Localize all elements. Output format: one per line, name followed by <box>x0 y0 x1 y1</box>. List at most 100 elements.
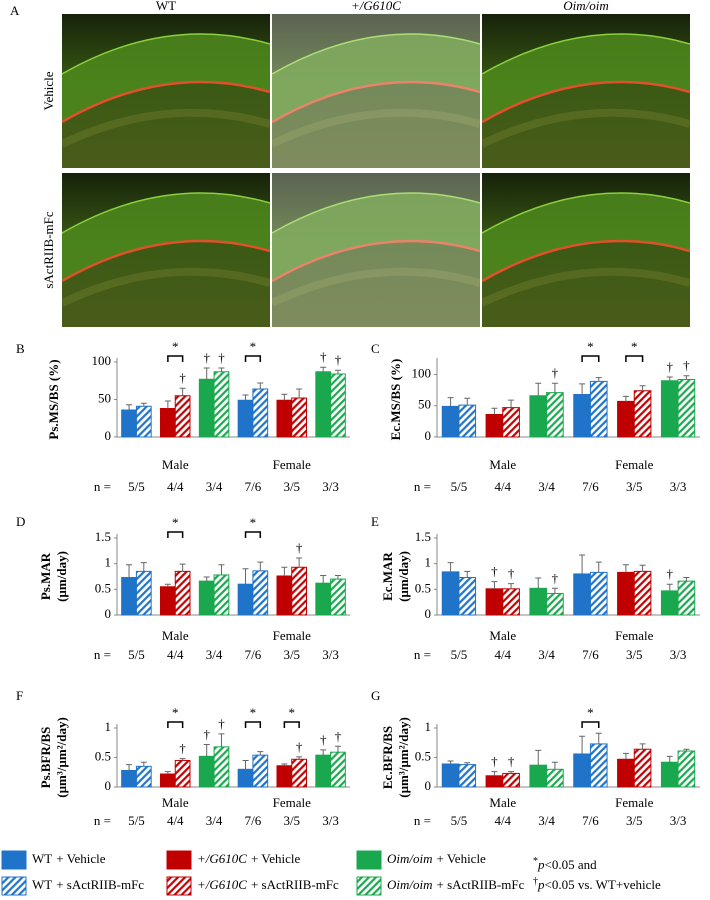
legend-genotype: WT <box>32 877 52 892</box>
dagger: † <box>491 754 498 769</box>
error-bar <box>551 587 558 594</box>
dagger: † <box>552 570 559 585</box>
error-bar <box>257 382 264 389</box>
y-tick-label: 0.5 <box>415 580 431 595</box>
n-prefix: n = <box>94 813 111 828</box>
legend-treatment: + sActRIIB-mFc <box>437 877 525 892</box>
error-bar <box>535 749 542 766</box>
error-bar <box>666 583 673 591</box>
dagger: † <box>179 741 186 756</box>
significance-star: * <box>172 339 179 354</box>
dagger: † <box>491 564 498 579</box>
bar <box>485 775 504 788</box>
error-bar <box>464 762 471 765</box>
y-tick-label: 1 <box>105 719 112 734</box>
panel-label: F <box>16 688 23 703</box>
micrographs <box>62 14 690 327</box>
error-bar <box>334 745 341 753</box>
bar <box>660 761 679 788</box>
n-label: 3/3 <box>670 479 687 494</box>
bar <box>252 570 269 616</box>
error-bar <box>218 733 225 747</box>
error-bar <box>218 564 225 575</box>
bar <box>213 574 230 616</box>
n-label: 7/6 <box>582 813 599 828</box>
y-axis-label: Ec.BFR/BS <box>380 726 395 789</box>
error-bar <box>639 564 646 572</box>
bar <box>529 764 548 788</box>
error-bar <box>639 385 646 391</box>
error-bar <box>579 735 586 754</box>
footnote-mark: † <box>533 876 538 887</box>
bar <box>458 764 477 788</box>
error-bar <box>447 760 454 764</box>
legend-treatment: + Vehicle <box>251 851 301 866</box>
n-label: 4/4 <box>494 479 511 494</box>
footnote-mark: * <box>533 856 538 867</box>
legend-label: WT + Vehicle <box>32 851 106 866</box>
bar <box>546 392 564 438</box>
n-label: 3/3 <box>670 813 687 828</box>
error-bar <box>257 561 264 571</box>
bar <box>291 397 308 438</box>
error-bar <box>334 574 341 580</box>
bar <box>291 758 308 788</box>
footnote: †p<0.05 vs. WT+vehicle <box>533 876 661 892</box>
error-bar <box>320 366 327 372</box>
significance-bracket <box>581 355 600 362</box>
dagger: † <box>218 716 225 731</box>
column-title: Oim/oim <box>563 0 609 13</box>
error-bar <box>639 743 646 750</box>
y-axis-label: (µm³/µm²/day) <box>396 717 411 798</box>
y-tick-label: 0 <box>105 778 112 793</box>
micrograph <box>482 14 690 168</box>
legend-swatch <box>356 876 382 896</box>
legend-label: Oim/oim + Vehicle <box>387 851 486 866</box>
micrograph <box>62 173 270 327</box>
error-bar <box>551 382 558 393</box>
footnote: *p<0.05 and <box>533 856 597 872</box>
dagger: † <box>218 350 225 365</box>
bar <box>617 400 635 438</box>
bar <box>121 769 137 788</box>
legend-label: WT + sActRIIB-mFc <box>32 877 144 892</box>
bar <box>237 583 254 616</box>
error-bar <box>296 388 303 398</box>
error-bar <box>464 397 471 406</box>
bar <box>573 753 591 788</box>
error-bar <box>579 383 586 395</box>
legend-swatch <box>166 850 192 870</box>
significance-bracket <box>167 721 184 728</box>
legend-swatch <box>356 850 382 870</box>
group-label: Male <box>489 628 516 643</box>
dagger: † <box>667 566 674 581</box>
y-axis-label: (µm/day) <box>396 551 411 602</box>
legend-genotype: Oim/oim <box>387 877 433 892</box>
significance-bracket <box>244 355 262 362</box>
bar <box>677 750 696 788</box>
legend-genotype: Oim/oim <box>387 851 433 866</box>
bar <box>237 399 254 438</box>
panel-label: E <box>371 514 379 529</box>
group-label: Female <box>273 628 311 643</box>
bar <box>252 754 269 788</box>
n-label: 3/4 <box>538 479 555 494</box>
y-tick-label: 50 <box>418 397 431 412</box>
y-axis-label: Ps.BFR/BS <box>38 727 53 789</box>
n-label: 5/5 <box>451 479 468 494</box>
significance-star: * <box>289 705 296 720</box>
bar <box>159 773 176 788</box>
bar <box>135 765 152 788</box>
y-tick-label: 0 <box>105 606 112 621</box>
y-tick-label: 1 <box>105 555 112 570</box>
n-label: 4/4 <box>494 813 511 828</box>
bar <box>330 373 346 438</box>
legend-swatch <box>1 850 27 870</box>
bar <box>546 768 564 788</box>
n-label: 5/5 <box>128 813 145 828</box>
error-bar <box>203 367 210 380</box>
bar <box>441 571 460 616</box>
significance-star: * <box>587 339 594 354</box>
row-label: Vehicle <box>41 71 56 110</box>
